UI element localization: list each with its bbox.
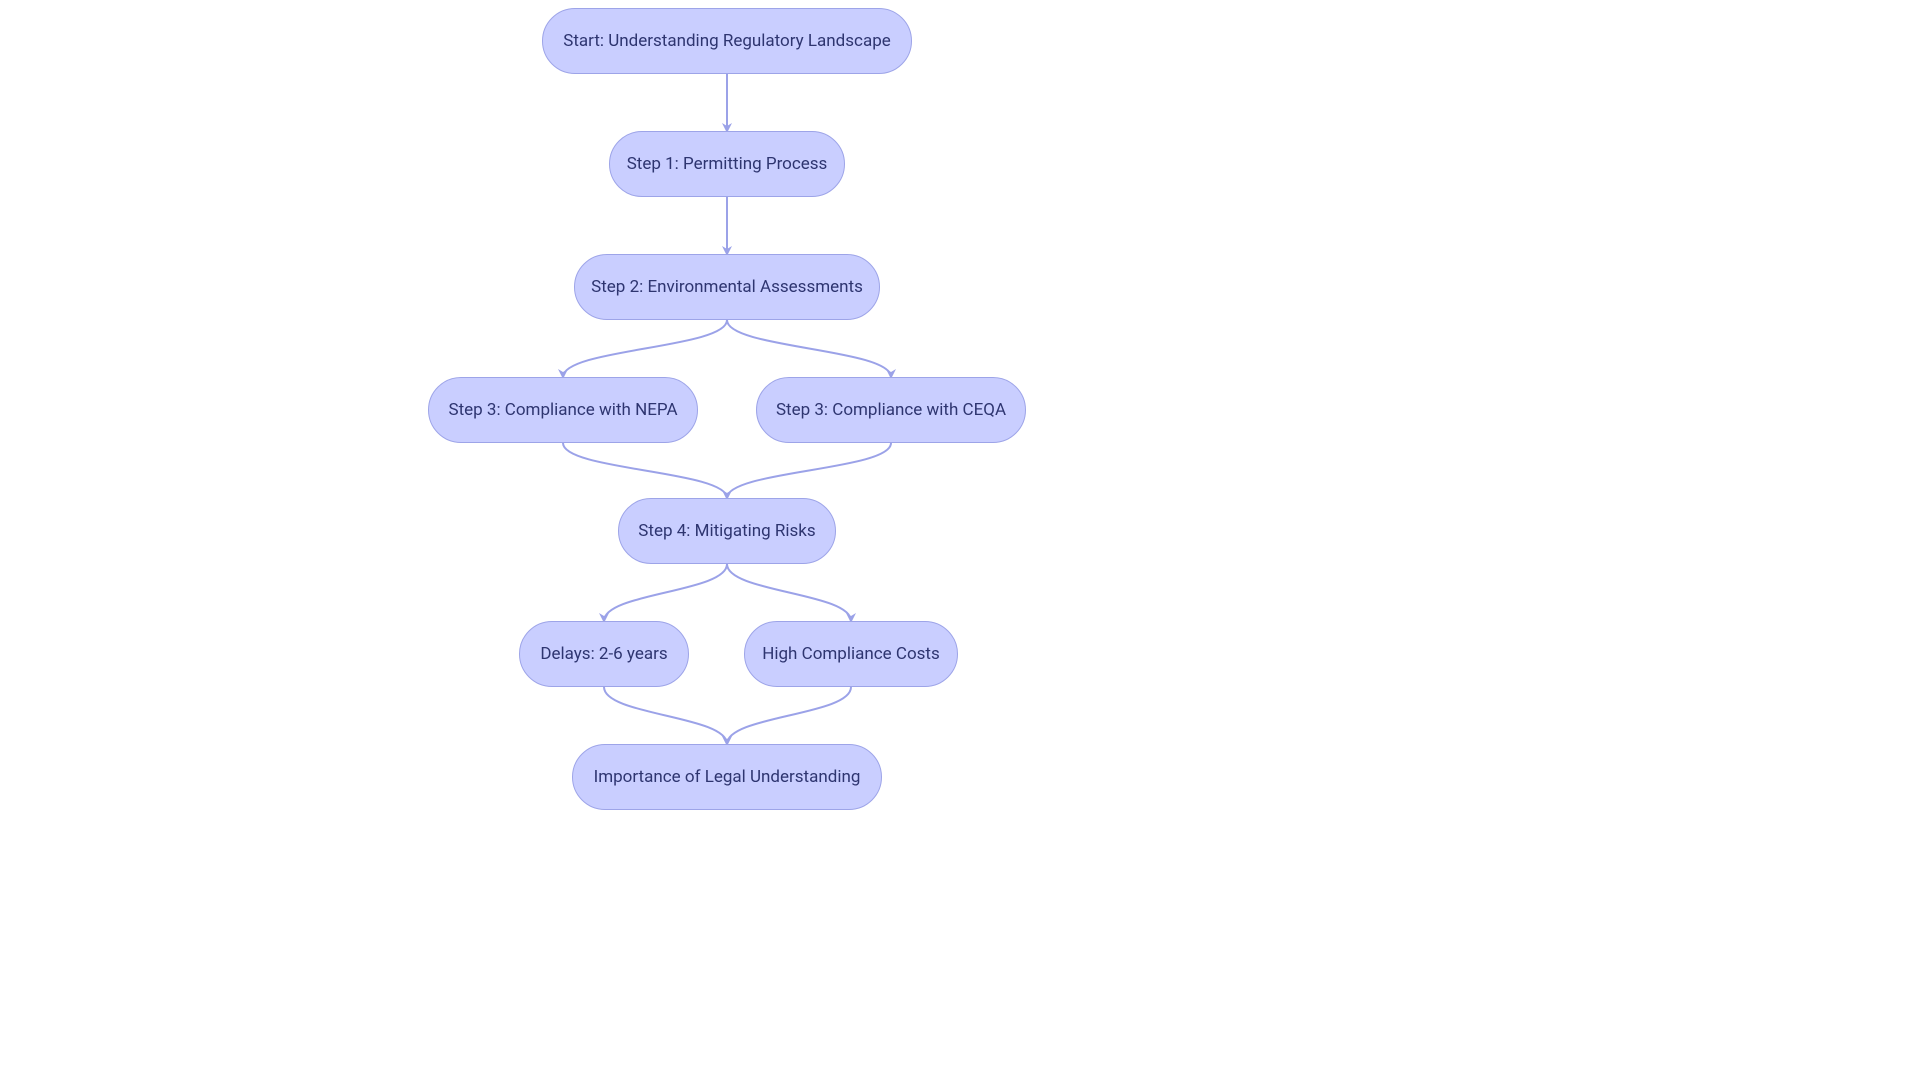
flowchart-node: Step 1: Permitting Process bbox=[609, 131, 845, 197]
flowchart-node: Step 2: Environmental Assessments bbox=[574, 254, 880, 320]
flowchart-node: Step 3: Compliance with CEQA bbox=[756, 377, 1026, 443]
node-label: Step 1: Permitting Process bbox=[627, 154, 828, 174]
flowchart-edge bbox=[604, 687, 727, 744]
flowchart-node: Start: Understanding Regulatory Landscap… bbox=[542, 8, 912, 74]
flowchart-edge bbox=[727, 687, 851, 744]
node-label: Importance of Legal Understanding bbox=[594, 767, 861, 787]
node-label: Step 4: Mitigating Risks bbox=[638, 521, 815, 541]
flowchart-edge bbox=[604, 564, 727, 621]
node-label: Step 3: Compliance with NEPA bbox=[448, 400, 677, 420]
node-label: High Compliance Costs bbox=[762, 644, 940, 664]
flowchart-node: Step 4: Mitigating Risks bbox=[618, 498, 836, 564]
node-label: Start: Understanding Regulatory Landscap… bbox=[563, 31, 891, 51]
flowchart-edge bbox=[563, 320, 727, 377]
edges-layer bbox=[0, 0, 1920, 1080]
node-label: Delays: 2-6 years bbox=[540, 644, 667, 664]
flowchart-edge bbox=[727, 443, 891, 498]
flowchart-node: High Compliance Costs bbox=[744, 621, 958, 687]
flowchart-edge bbox=[727, 320, 891, 377]
flowchart-node: Importance of Legal Understanding bbox=[572, 744, 882, 810]
flowchart-node: Step 3: Compliance with NEPA bbox=[428, 377, 698, 443]
node-label: Step 3: Compliance with CEQA bbox=[776, 400, 1006, 420]
flowchart-edge bbox=[727, 564, 851, 621]
flowchart-edge bbox=[563, 443, 727, 498]
node-label: Step 2: Environmental Assessments bbox=[591, 277, 863, 297]
flowchart-canvas: Start: Understanding Regulatory Landscap… bbox=[0, 0, 1920, 1080]
flowchart-node: Delays: 2-6 years bbox=[519, 621, 689, 687]
